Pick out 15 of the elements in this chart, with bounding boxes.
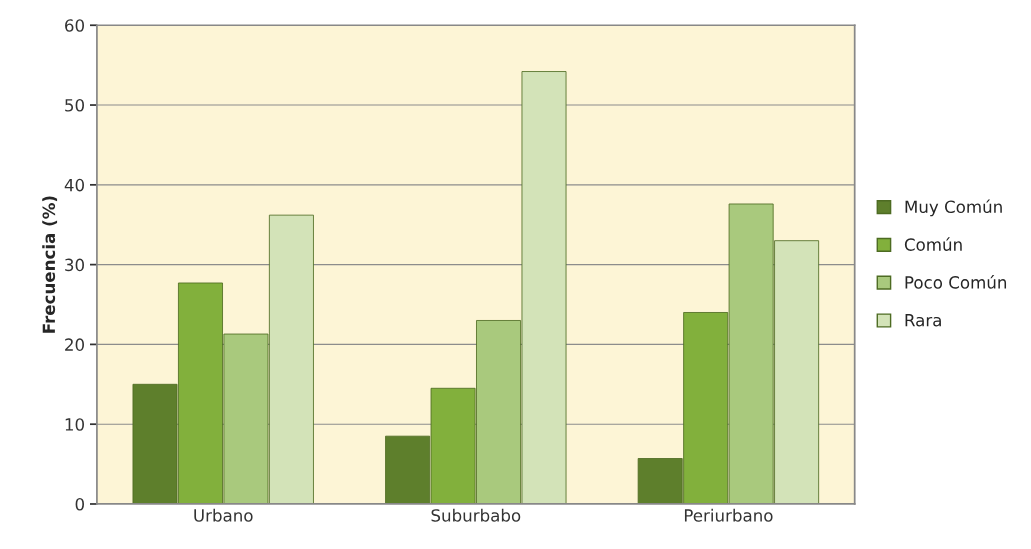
y-tick-label: 50 — [65, 99, 84, 112]
y-tick-label: 20 — [65, 338, 84, 351]
y-tick-label: 0 — [75, 497, 84, 511]
x-tick-label: Periurbano — [684, 508, 773, 522]
legend-label: Común — [904, 237, 962, 251]
y-tick-label: 40 — [64, 178, 84, 192]
legend-label: Rara — [905, 314, 941, 327]
x-tick-label: Urbano — [194, 508, 253, 522]
legend-label: Muy Común — [905, 199, 1002, 217]
x-tick-label: Suburbabo — [431, 508, 521, 522]
y-tick-label: 10 — [65, 418, 84, 431]
legend-label: Poco Común — [905, 275, 1007, 289]
y-tick-label: 60 — [65, 19, 84, 32]
y-tick-label: 30 — [65, 258, 84, 272]
y-axis-title: Frecuencia (%) — [42, 196, 58, 333]
